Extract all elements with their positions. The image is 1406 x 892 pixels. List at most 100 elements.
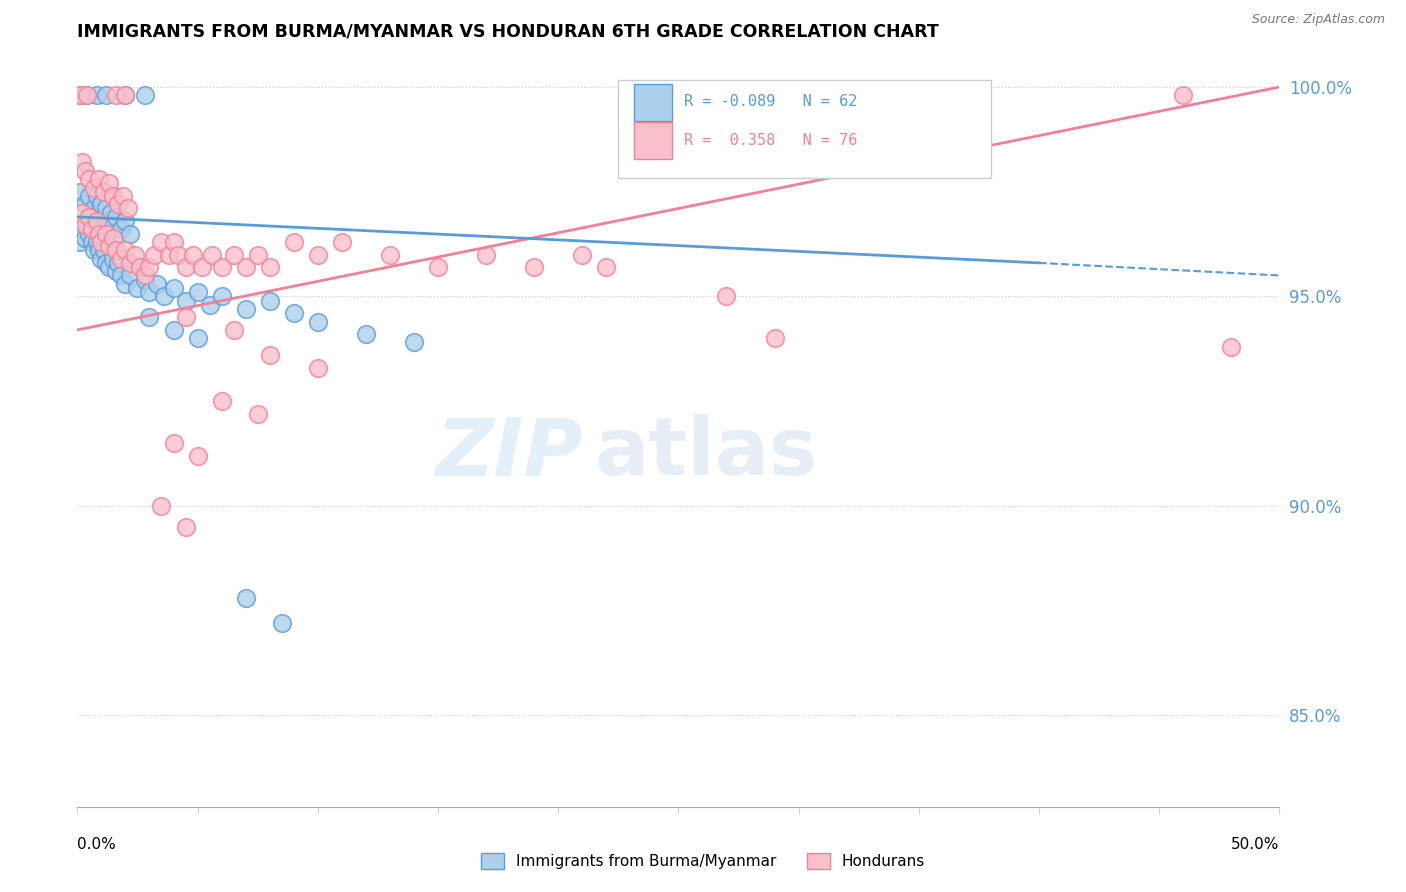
Point xyxy=(86,214,108,228)
Point xyxy=(187,285,209,300)
Point xyxy=(86,189,108,203)
Point xyxy=(93,210,115,224)
Point xyxy=(96,227,118,241)
Point xyxy=(83,202,105,216)
Point xyxy=(107,197,129,211)
Point xyxy=(127,281,149,295)
Point xyxy=(211,260,233,274)
Point xyxy=(76,218,98,232)
Point xyxy=(97,260,120,274)
Point xyxy=(222,323,245,337)
Point xyxy=(73,218,96,232)
Point xyxy=(259,348,281,362)
Point xyxy=(104,210,127,224)
Point xyxy=(145,277,167,291)
Point xyxy=(475,247,498,261)
Point xyxy=(174,260,197,274)
Point xyxy=(97,239,120,253)
Point xyxy=(103,252,125,266)
Point xyxy=(246,407,269,421)
Point xyxy=(330,235,353,249)
Point xyxy=(138,260,160,274)
Point xyxy=(222,247,245,261)
Text: atlas: atlas xyxy=(595,414,817,492)
Point xyxy=(246,247,269,261)
Point xyxy=(1220,340,1243,354)
Point xyxy=(104,264,127,278)
Point xyxy=(97,177,120,191)
Point xyxy=(354,327,377,342)
Point xyxy=(162,281,184,295)
Text: R = -0.089   N = 62: R = -0.089 N = 62 xyxy=(685,95,858,109)
FancyBboxPatch shape xyxy=(634,122,672,159)
Point xyxy=(128,260,150,274)
Point xyxy=(198,298,221,312)
Point xyxy=(283,306,305,320)
Point xyxy=(110,222,132,236)
Point xyxy=(70,155,93,169)
Point xyxy=(211,289,233,303)
Point xyxy=(120,227,142,241)
Point xyxy=(79,227,101,241)
Point xyxy=(134,88,156,103)
Point xyxy=(70,205,93,219)
Point xyxy=(69,185,91,199)
Text: 0.0%: 0.0% xyxy=(77,838,117,852)
Point xyxy=(76,88,98,103)
Point xyxy=(191,260,214,274)
Point xyxy=(270,615,292,630)
Point xyxy=(571,247,593,261)
Legend: Immigrants from Burma/Myanmar, Hondurans: Immigrants from Burma/Myanmar, Hondurans xyxy=(475,847,931,875)
Text: IMMIGRANTS FROM BURMA/MYANMAR VS HONDURAN 6TH GRADE CORRELATION CHART: IMMIGRANTS FROM BURMA/MYANMAR VS HONDURA… xyxy=(77,22,939,40)
Text: 50.0%: 50.0% xyxy=(1232,838,1279,852)
Point xyxy=(90,235,112,249)
Point xyxy=(73,197,96,211)
Point xyxy=(181,247,204,261)
Point xyxy=(138,310,160,325)
Point xyxy=(134,272,156,286)
Point xyxy=(69,235,91,249)
Point xyxy=(69,88,91,103)
Point xyxy=(90,252,112,266)
Point xyxy=(107,256,129,270)
Point xyxy=(87,227,110,241)
Point xyxy=(157,247,180,261)
Point xyxy=(187,331,209,345)
Point xyxy=(87,244,110,258)
Point xyxy=(90,197,112,211)
Point xyxy=(307,247,329,261)
Text: R =  0.358   N = 76: R = 0.358 N = 76 xyxy=(685,133,858,148)
Point xyxy=(259,293,281,308)
Point xyxy=(117,202,139,216)
Point xyxy=(73,163,96,178)
Point xyxy=(103,189,125,203)
Point xyxy=(143,247,166,261)
Point xyxy=(523,260,546,274)
Point xyxy=(86,88,108,103)
Point xyxy=(69,88,91,103)
Point xyxy=(104,244,127,258)
Point xyxy=(110,252,132,266)
Point xyxy=(235,260,257,274)
Point xyxy=(96,256,118,270)
Point xyxy=(763,331,786,345)
Point xyxy=(235,591,257,605)
Point xyxy=(174,519,197,533)
Point xyxy=(201,247,224,261)
Text: ZIP: ZIP xyxy=(434,414,582,492)
Point xyxy=(79,172,101,186)
Point xyxy=(307,314,329,328)
Point xyxy=(187,449,209,463)
Point xyxy=(96,202,118,216)
Point xyxy=(162,436,184,450)
Point xyxy=(103,218,125,232)
Point xyxy=(259,260,281,274)
Point xyxy=(93,185,115,199)
Point xyxy=(114,88,136,103)
Point xyxy=(114,214,136,228)
Point xyxy=(124,247,146,261)
Point xyxy=(402,335,425,350)
Point xyxy=(150,499,173,513)
Point xyxy=(97,214,120,228)
Point xyxy=(83,180,105,194)
